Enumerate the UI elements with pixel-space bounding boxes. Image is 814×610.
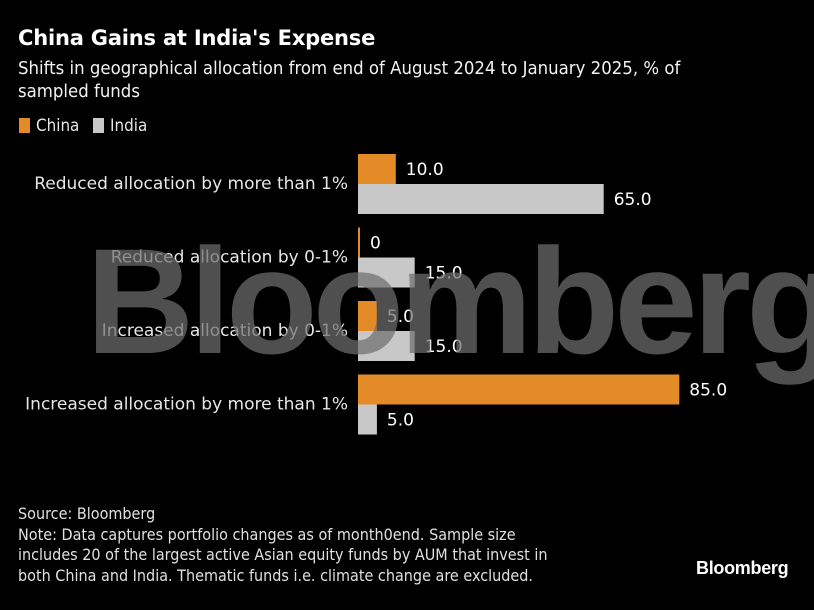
bloomberg-logo: Bloomberg: [696, 558, 789, 578]
note-line-3: both China and India. Thematic funds i.e…: [18, 565, 534, 585]
value-label-india: 15.0: [425, 264, 463, 284]
footer: Source: Bloomberg Note: Data captures po…: [18, 504, 718, 586]
value-label-india: 65.0: [614, 190, 652, 210]
value-label-india: 15.0: [425, 337, 463, 357]
bar-india: [358, 331, 415, 361]
bar-china: [358, 154, 396, 184]
legend-label-china: China: [36, 116, 80, 135]
bar-chart: Reduced allocation by more than 1% 10.0 65…: [25, 154, 727, 435]
value-label-china: 10.0: [406, 160, 444, 180]
value-label-china: 85.0: [689, 381, 727, 401]
bar-china: [358, 374, 680, 405]
bar-india: [358, 257, 415, 288]
note-line-2: includes 20 of the largest active Asian …: [18, 545, 548, 564]
bar-china: [358, 227, 360, 258]
bar-india: [358, 404, 377, 435]
legend-label-india: India: [110, 116, 148, 135]
chart-subtitle: Shifts in geographical allocation from e…: [18, 58, 681, 102]
category-label: Increased allocation by more than 1%: [25, 395, 348, 415]
legend-item-china: China: [19, 116, 83, 135]
bar-china: [358, 301, 377, 331]
chart-title: China Gains at India's Expense: [18, 26, 376, 50]
note-line-1: Note: Data captures portfolio changes as…: [18, 524, 516, 544]
category-label: Increased allocation by 0-1%: [102, 321, 348, 341]
bar-india: [358, 184, 604, 214]
value-label-india: 5.0: [387, 411, 414, 431]
source-text: Source: Bloomberg: [18, 504, 156, 523]
legend-swatch-india: [93, 118, 105, 133]
legend: China India: [19, 116, 161, 135]
category-label: Reduced allocation by more than 1%: [34, 174, 348, 194]
value-label-china: 5.0: [387, 307, 414, 327]
category-label: Reduced allocation by 0-1%: [111, 248, 348, 268]
legend-item-india: India: [93, 116, 151, 135]
legend-swatch-china: [19, 118, 30, 133]
value-label-china: 0: [370, 234, 381, 254]
